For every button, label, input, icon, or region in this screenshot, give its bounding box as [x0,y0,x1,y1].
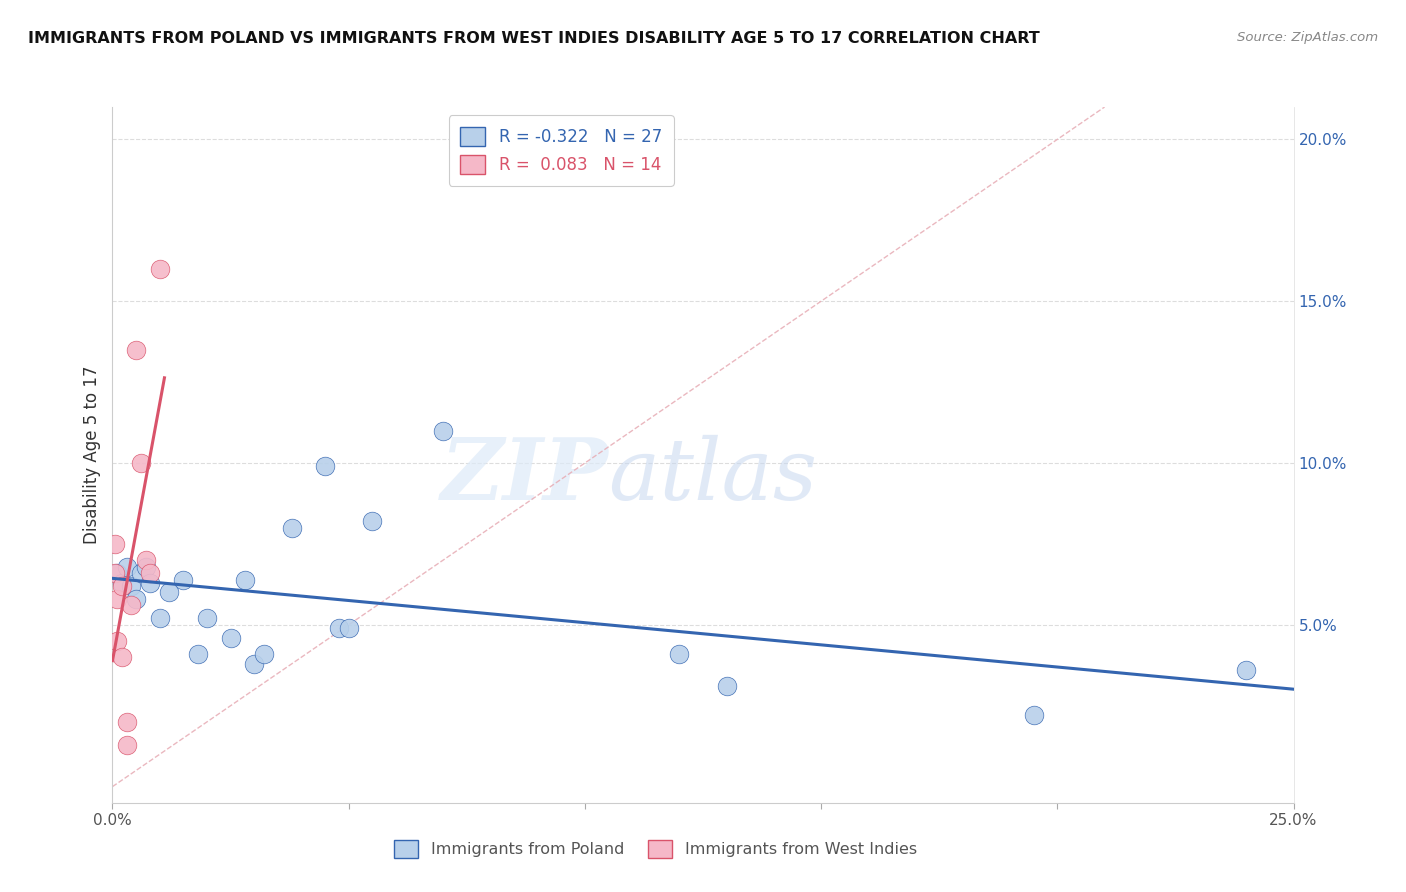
Point [120,599,142,613]
Point [129,456,152,470]
Point [233,573,256,587]
Point [281,521,304,535]
Point [125,343,148,357]
Point [111,575,134,590]
Point [149,611,172,625]
Point [139,566,162,580]
Point [186,647,208,661]
Text: atlas: atlas [609,434,818,517]
Point [157,585,180,599]
Point [149,261,172,276]
Point [668,647,690,661]
Point [104,566,127,580]
Point [716,679,738,693]
Point [105,566,128,580]
Point [111,579,134,593]
Point [361,514,384,528]
Point [337,621,360,635]
Point [1022,708,1045,723]
Y-axis label: Disability Age 5 to 17: Disability Age 5 to 17 [83,366,101,544]
Point [125,591,148,606]
Point [111,650,134,665]
Point [115,559,138,574]
Point [195,611,218,625]
Point [104,537,127,551]
Point [135,553,157,567]
Point [172,573,194,587]
Point [432,424,454,438]
Point [139,575,162,590]
Point [115,738,138,752]
Point [135,559,157,574]
Point [219,631,242,645]
Point [105,634,128,648]
Text: IMMIGRANTS FROM POLAND VS IMMIGRANTS FROM WEST INDIES DISABILITY AGE 5 TO 17 COR: IMMIGRANTS FROM POLAND VS IMMIGRANTS FRO… [28,31,1040,46]
Point [328,621,350,635]
Point [1234,663,1257,677]
Point [115,714,138,729]
Legend: Immigrants from Poland, Immigrants from West Indies: Immigrants from Poland, Immigrants from … [388,833,924,864]
Point [253,647,276,661]
Point [314,459,336,474]
Point [120,579,142,593]
Text: Source: ZipAtlas.com: Source: ZipAtlas.com [1237,31,1378,45]
Point [129,566,152,580]
Point [243,657,266,671]
Point [105,591,128,606]
Text: ZIP: ZIP [440,434,609,517]
